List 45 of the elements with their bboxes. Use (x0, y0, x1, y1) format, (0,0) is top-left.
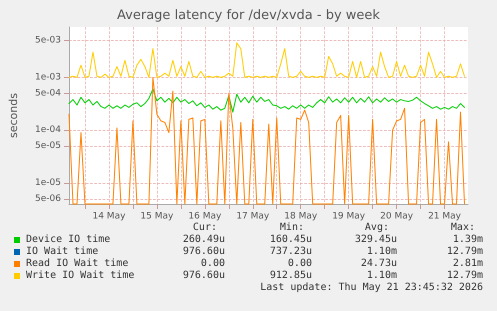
y-tick-label: 1e-04 (35, 125, 62, 136)
text: 2.81m (452, 258, 483, 270)
x-tick-label: 18 May (284, 212, 318, 222)
y-tick-label: 5e-05 (35, 141, 61, 152)
legend-label: Write IO Wait time (26, 270, 134, 282)
x-tick-label: 20 May (380, 212, 414, 222)
y-tick-label: 5e-06 (35, 194, 62, 204)
x-tick-label: 15 May (140, 212, 174, 222)
x-tick-label: 19 May (332, 212, 366, 222)
legend-label: IO Wait time (26, 246, 98, 258)
x-tick-label: 16 May (188, 212, 222, 222)
line-series (68, 76, 466, 204)
text: 976.60u (182, 270, 225, 282)
text: 1.39m (452, 234, 483, 246)
text: 737.23u (270, 246, 312, 258)
text: 1.10m (366, 270, 397, 282)
text: Min: (280, 222, 304, 234)
text: Avg: (364, 222, 389, 234)
y-tick-label: 5e-03 (35, 35, 61, 46)
y-axis-title: seconds (7, 92, 20, 138)
text: 976.60u (182, 246, 225, 258)
text: 1.10m (366, 246, 397, 258)
text: 912.85u (270, 270, 312, 282)
text: 0.00 (200, 258, 225, 270)
y-tick-label: 1e-05 (35, 178, 61, 188)
text: Cur: (192, 222, 217, 234)
text: 24.73u (360, 258, 397, 270)
chart-title: Average latency for /dev/xvda - by week (117, 8, 380, 23)
text: 160.45u (270, 234, 312, 246)
x-tick-label: 14 May (92, 212, 126, 222)
text: 0.00 (288, 258, 312, 270)
text: Max: (450, 222, 475, 234)
y-tick-label: 1e-03 (35, 72, 61, 82)
y-tick-label: 5e-04 (35, 88, 62, 98)
line-series (68, 42, 466, 78)
text: 260.49u (182, 234, 225, 246)
line-series (68, 88, 466, 113)
x-tick-label: 21 May (428, 212, 462, 222)
text: 12.79m (446, 246, 483, 258)
text: 12.79m (446, 270, 483, 282)
legend-label: Device IO time (26, 234, 110, 246)
legend-label: Read IO Wait time (26, 258, 128, 270)
text: 329.45u (354, 234, 397, 246)
text: Last update: Thu May 21 23:45:32 2026 (260, 282, 483, 294)
x-tick-label: 17 May (236, 212, 270, 222)
